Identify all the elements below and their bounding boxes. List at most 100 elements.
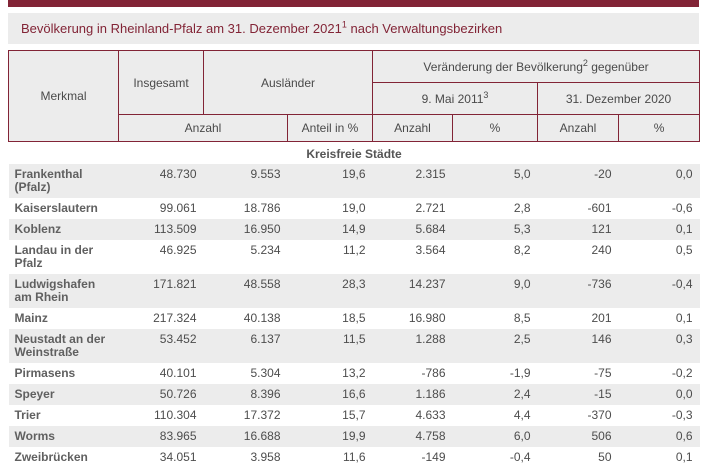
col-header-insgesamt: Insgesamt (118, 50, 204, 115)
cell-2020-anzahl: 50 (598, 450, 612, 464)
cell-2011-anzahl: 3.564 (415, 243, 446, 257)
cell-auslaender-anzahl: 48.558 (243, 277, 281, 291)
district-name: Zweibrücken (14, 450, 88, 464)
cell-2011-pct: 2,4 (513, 387, 531, 401)
cell-2011-anzahl: 5.684 (415, 222, 446, 236)
district-name: Trier (14, 408, 41, 422)
cell-auslaender-anteil: 28,3 (342, 277, 366, 291)
subheader-anteil-pct: Anteil in % (286, 114, 374, 142)
cell-2011-pct: 5,3 (513, 222, 531, 236)
table-row: Worms 83.965 16.688 19,9 4.758 6,0 506 0… (8, 426, 700, 447)
table-row: Trier 110.304 17.372 15,7 4.633 4,4 -370… (8, 405, 700, 426)
title-text: Bevölkerung in Rheinland-Pfalz am 31. De… (21, 21, 342, 36)
cell-auslaender-anzahl: 8.396 (250, 387, 281, 401)
page: Bevölkerung in Rheinland-Pfalz am 31. De… (8, 0, 701, 468)
district-name: Kaiserslautern (14, 201, 98, 215)
district-name: Speyer (14, 387, 55, 401)
table-row: Frankenthal (Pfalz) 48.730 9.553 19,6 2.… (8, 164, 700, 198)
cell-auslaender-anteil: 18,5 (342, 311, 366, 325)
subheader-pct-2020: % (618, 114, 701, 142)
veraenderung-suffix: gegenüber (587, 59, 649, 74)
cell-2020-anzahl: 506 (591, 429, 612, 443)
district-name: Frankenthal (Pfalz) (14, 167, 83, 194)
cell-2020-anzahl: 146 (591, 332, 612, 346)
cell-insgesamt: 171.821 (153, 277, 197, 291)
subheader-anzahl-total: Anzahl (118, 114, 288, 142)
population-table: Merkmal Insgesamt Ausländer Veränderung … (8, 50, 701, 468)
cell-2020-pct: -0,4 (671, 277, 693, 291)
cell-2011-pct: 5,0 (513, 167, 531, 181)
cell-2020-anzahl: -736 (587, 277, 612, 291)
table-row: Ludwigshafen am Rhein 171.821 48.558 28,… (8, 274, 700, 308)
cell-2011-anzahl: 4.633 (415, 408, 446, 422)
cell-2011-anzahl: -786 (421, 366, 446, 380)
cell-2020-anzahl: 121 (591, 222, 612, 236)
cell-2011-pct: 2,8 (513, 201, 531, 215)
col-header-merkmal: Merkmal (8, 50, 119, 142)
section-header-row: Kreisfreie Städte (8, 141, 700, 164)
cell-2020-pct: -0,6 (671, 201, 693, 215)
cell-auslaender-anteil: 15,7 (342, 408, 366, 422)
table-row: Koblenz 113.509 16.950 14,9 5.684 5,3 12… (8, 219, 700, 240)
section-header: Kreisfreie Städte (8, 141, 700, 164)
table-row: Landau in der Pfalz 46.925 5.234 11,2 3.… (8, 240, 700, 274)
cell-2020-pct: -0,3 (671, 408, 693, 422)
cell-auslaender-anzahl: 18.786 (243, 201, 281, 215)
cell-2011-pct: 9,0 (513, 277, 531, 291)
cell-2020-anzahl: 201 (591, 311, 612, 325)
district-name: Landau in der Pfalz (14, 243, 94, 270)
cell-2020-pct: 0,1 (675, 222, 693, 236)
col-header-veraenderung: Veränderung der Bevölkerung2 gegenüber (372, 50, 701, 83)
cell-auslaender-anteil: 16,6 (342, 387, 366, 401)
district-name: Pirmasens (14, 366, 76, 380)
date-2011-footnote-3: 3 (483, 89, 489, 100)
table-row: Mainz 217.324 40.138 18,5 16.980 8,5 201… (8, 308, 700, 329)
cell-insgesamt: 110.304 (154, 408, 197, 422)
col-header-date-2011: 9. Mai 20113 (372, 82, 539, 115)
cell-2011-anzahl: 1.288 (415, 332, 446, 346)
cell-auslaender-anzahl: 5.304 (250, 366, 281, 380)
cell-insgesamt: 34.051 (159, 450, 197, 464)
cell-auslaender-anzahl: 9.553 (250, 167, 281, 181)
subheader-anzahl-2011: Anzahl (372, 114, 454, 142)
cell-2011-anzahl: -149 (421, 450, 446, 464)
cell-insgesamt: 40.101 (159, 366, 197, 380)
cell-2020-pct: -0,2 (671, 366, 693, 380)
cell-2020-pct: 0,0 (675, 167, 693, 181)
cell-insgesamt: 217.324 (153, 311, 197, 325)
cell-2011-pct: 6,0 (513, 429, 531, 443)
cell-auslaender-anzahl: 16.950 (243, 222, 281, 236)
cell-2020-pct: 0,3 (675, 332, 693, 346)
cell-2011-pct: -0,4 (509, 450, 531, 464)
cell-auslaender-anteil: 11,2 (343, 243, 366, 257)
cell-2020-anzahl: 240 (591, 243, 612, 257)
table-row: Pirmasens 40.101 5.304 13,2 -786 -1,9 -7… (8, 363, 700, 384)
veraenderung-footnote-2: 2 (582, 57, 588, 68)
cell-2011-pct: 2,5 (513, 332, 531, 346)
cell-2020-pct: 0,6 (675, 429, 693, 443)
district-name: Worms (14, 429, 55, 443)
cell-2020-pct: 0,0 (675, 387, 693, 401)
district-name: Koblenz (14, 222, 62, 236)
district-name: Ludwigshafen am Rhein (14, 277, 96, 304)
table-row: Neustadt an der Weinstraße 53.452 6.137 … (8, 329, 700, 363)
cell-auslaender-anteil: 11,5 (343, 332, 366, 346)
cell-2011-anzahl: 14.237 (408, 277, 446, 291)
cell-insgesamt: 48.730 (159, 167, 197, 181)
table-body: Kreisfreie Städte Frankenthal (Pfalz) 48… (8, 141, 700, 468)
cell-2011-anzahl: 4.758 (415, 429, 446, 443)
table-row: Zweibrücken 34.051 3.958 11,6 -149 -0,4 … (8, 447, 700, 468)
cell-insgesamt: 53.452 (159, 332, 197, 346)
date-2011-text: 9. Mai 2011 (421, 91, 484, 106)
cell-2020-anzahl: -370 (587, 408, 612, 422)
cell-2020-anzahl: -20 (594, 167, 612, 181)
veraenderung-text: Veränderung der Bevölkerung (423, 59, 583, 74)
cell-auslaender-anzahl: 3.958 (250, 450, 281, 464)
col-header-auslaender: Ausländer (202, 50, 374, 115)
cell-2020-anzahl: -75 (594, 366, 612, 380)
title-suffix: nach Verwaltungsbezirken (346, 21, 503, 36)
title-footnote-1: 1 (341, 19, 347, 30)
subheader-pct-2011: % (452, 114, 539, 142)
cell-insgesamt: 50.726 (159, 387, 197, 401)
cell-insgesamt: 99.061 (159, 201, 197, 215)
